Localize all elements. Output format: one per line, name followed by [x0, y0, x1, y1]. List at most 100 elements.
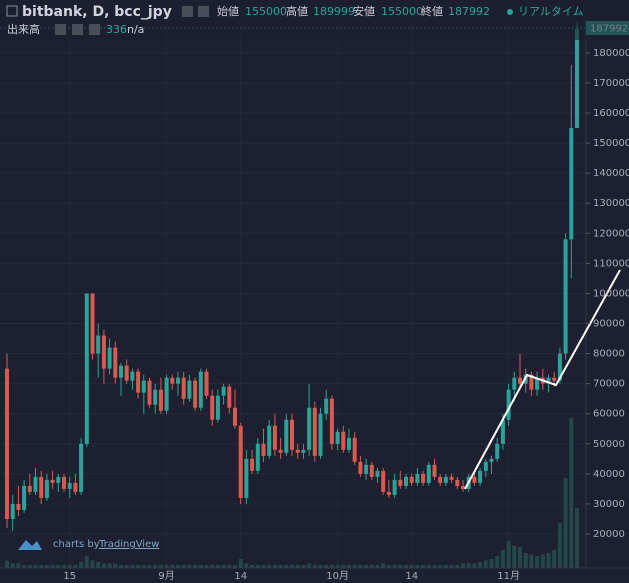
- y-tick-label: 140000: [593, 168, 629, 179]
- volume-bar: [67, 565, 72, 568]
- y-tick-label: 180000: [593, 48, 629, 59]
- volume-bar: [529, 554, 534, 568]
- volume-bar: [272, 565, 277, 568]
- candle-body: [284, 419, 289, 453]
- volume-bar: [113, 563, 118, 568]
- volume-bar: [170, 565, 175, 568]
- volume-bar: [335, 565, 340, 568]
- volume-bar: [438, 565, 443, 568]
- volume-bar: [557, 523, 562, 568]
- volume-label: 出来高: [7, 22, 40, 36]
- volume-bar: [210, 565, 215, 568]
- candle-body: [386, 491, 391, 495]
- volume-value: 336: [106, 23, 127, 36]
- volume-bar: [27, 565, 32, 568]
- candle-body: [495, 443, 500, 459]
- vol-hide-icon[interactable]: [72, 24, 83, 35]
- volume-bar: [518, 547, 522, 568]
- candle-body: [238, 425, 243, 498]
- vol-remove-icon[interactable]: [89, 24, 100, 35]
- volume-bar: [84, 556, 89, 568]
- candles: [5, 22, 579, 532]
- candle-body: [16, 503, 21, 510]
- volume-bar: [381, 563, 386, 568]
- open-label: 始値: [217, 4, 239, 18]
- candle-body: [529, 374, 534, 390]
- x-tick-label: 10月: [326, 570, 349, 582]
- volume-bar: [347, 565, 351, 568]
- x-tick-label: 14: [234, 571, 247, 582]
- candle-body: [546, 377, 551, 384]
- y-tick-label: 120000: [593, 228, 629, 239]
- candle-body: [563, 239, 568, 354]
- candle-body: [124, 365, 129, 381]
- volume-bar: [176, 565, 180, 568]
- attribution-brand[interactable]: TradingView: [98, 539, 159, 550]
- candle-body: [398, 479, 403, 486]
- candle-body: [375, 470, 380, 477]
- candle-body: [438, 476, 443, 483]
- candle-body: [67, 482, 72, 489]
- volume-bar: [158, 565, 163, 568]
- volume-bar: [141, 565, 146, 568]
- y-tick-label: 160000: [593, 108, 629, 119]
- collapse-icon[interactable]: [6, 5, 18, 17]
- x-tick-label: 14: [405, 571, 418, 582]
- volume-bar: [295, 565, 300, 568]
- candle-body: [96, 335, 101, 354]
- x-tick-label: 9月: [158, 570, 174, 582]
- candle-body: [312, 407, 317, 456]
- volume-bar: [238, 559, 243, 568]
- candle-body: [518, 377, 522, 384]
- volume-bar: [392, 565, 397, 568]
- candle-body: [210, 395, 215, 420]
- y-tick-label: 110000: [593, 258, 629, 269]
- volume-bar: [569, 418, 574, 568]
- candle-body: [358, 461, 363, 474]
- candle-body: [461, 485, 465, 489]
- volume-bar: [426, 565, 431, 568]
- volume-bar: [193, 565, 198, 568]
- close-value: 187992: [448, 5, 490, 18]
- candle-body: [44, 479, 49, 498]
- candle-body: [22, 485, 27, 510]
- candle-body: [500, 419, 505, 444]
- volume-bar: [22, 565, 27, 568]
- x-tick-label: 11月: [497, 570, 520, 582]
- hide-icon[interactable]: [198, 6, 209, 17]
- candle-body: [369, 464, 374, 477]
- volume-bar: [90, 560, 95, 568]
- volume-bar: [506, 541, 511, 568]
- candle-body: [392, 479, 397, 495]
- candle-body: [176, 377, 180, 384]
- candle-body: [244, 458, 249, 498]
- volume-bar: [512, 545, 517, 568]
- volume-bar: [187, 565, 192, 568]
- volume-bar: [552, 550, 557, 568]
- volume-bar: [461, 563, 465, 568]
- candle-body: [278, 449, 283, 453]
- volume-bar: [255, 565, 260, 568]
- y-tick-label: 60000: [593, 409, 625, 420]
- candle-body: [261, 443, 266, 456]
- candle-body: [512, 377, 517, 390]
- candle-body: [483, 461, 488, 471]
- y-tick-label: 50000: [593, 439, 625, 450]
- candle-body: [113, 347, 118, 378]
- low-label: 安値: [353, 4, 375, 18]
- y-tick-label: 80000: [593, 349, 625, 360]
- candle-body: [335, 431, 340, 444]
- settings-icon[interactable]: [182, 6, 193, 17]
- candle-body: [421, 473, 426, 483]
- volume-bar: [215, 565, 220, 568]
- candle-body: [233, 407, 237, 426]
- symbol: bitbank, D, bcc_jpy: [22, 4, 172, 20]
- close-label: 終値: [421, 4, 443, 18]
- candle-body: [141, 380, 146, 393]
- volume-bar: [244, 563, 249, 568]
- volume-bar: [358, 565, 363, 568]
- candle-body: [84, 293, 89, 444]
- vol-settings-icon[interactable]: [55, 24, 66, 35]
- candle-body: [432, 464, 437, 477]
